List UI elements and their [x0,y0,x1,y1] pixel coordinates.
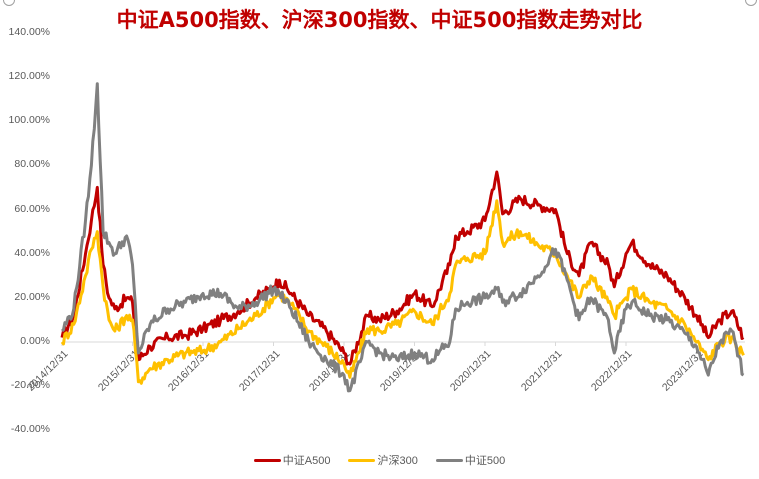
legend-swatch-icon [348,458,376,462]
y-tick-label: 100.00% [8,114,50,127]
legend-swatch-icon [435,458,463,462]
legend-swatch-icon [253,458,281,462]
y-tick-label: 60.00% [14,202,50,215]
y-tick-label: 120.00% [8,70,50,83]
legend-item: 中证500 [435,452,506,468]
y-tick-label: 20.00% [14,290,50,303]
y-tick-label: 80.00% [14,158,50,171]
y-tick-label: 40.00% [14,246,50,259]
legend-label: 中证500 [464,455,506,467]
y-tick-label: 140.00% [8,25,50,38]
legend-item: 中证A500 [253,452,331,468]
series-line-2 [61,82,745,393]
y-tick-label: -20.00% [10,379,50,392]
series-line-1 [60,199,745,385]
y-tick-label: 0.00% [20,335,50,347]
legend: 中证A500 沪深300 中证500 [0,452,759,468]
y-tick-label: -40.00% [10,423,50,436]
legend-item: 沪深300 [348,452,418,468]
chart-title: 中证A500指数、沪深300指数、中证500指数走势对比 [116,8,643,32]
legend-label: 中证A500 [282,455,331,467]
legend-label: 沪深300 [377,455,418,467]
series-line-0 [60,170,745,366]
